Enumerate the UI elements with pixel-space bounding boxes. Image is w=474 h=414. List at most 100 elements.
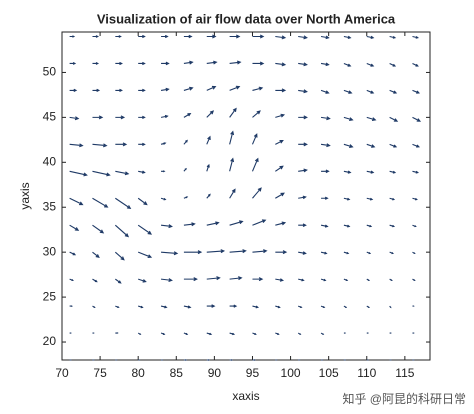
arrow bbox=[206, 135, 211, 145]
arrow bbox=[160, 114, 169, 119]
arrow bbox=[275, 221, 287, 226]
arrow bbox=[206, 359, 211, 361]
arrow bbox=[366, 224, 373, 228]
x-axis-label: xaxis bbox=[232, 389, 259, 403]
arrow bbox=[275, 332, 280, 335]
arrow bbox=[320, 89, 330, 94]
arrow bbox=[229, 249, 247, 254]
arrow bbox=[389, 197, 396, 201]
plot-frame bbox=[61, 31, 431, 361]
arrow bbox=[183, 139, 188, 145]
arrow bbox=[412, 197, 418, 201]
arrow bbox=[275, 35, 287, 40]
arrow bbox=[275, 278, 285, 282]
arrow bbox=[69, 251, 77, 256]
arrow bbox=[160, 305, 168, 309]
arrow bbox=[69, 116, 80, 121]
arrow bbox=[298, 142, 308, 147]
arrow bbox=[115, 332, 119, 334]
arrow bbox=[252, 61, 265, 66]
arrow bbox=[115, 142, 128, 147]
arrow bbox=[92, 115, 104, 120]
arrow bbox=[320, 278, 327, 282]
y-tick-label: 30 bbox=[43, 244, 57, 258]
x-tick-label: 90 bbox=[208, 366, 222, 380]
arrow bbox=[343, 143, 354, 148]
arrow bbox=[138, 88, 146, 93]
arrow bbox=[183, 86, 194, 91]
arrow bbox=[206, 332, 213, 336]
arrow bbox=[114, 251, 125, 261]
arrow bbox=[160, 87, 170, 92]
y-tick-label: 25 bbox=[43, 289, 57, 303]
arrow bbox=[69, 35, 76, 38]
arrow bbox=[366, 170, 375, 174]
arrow bbox=[275, 250, 288, 255]
y-tick-label: 35 bbox=[43, 199, 57, 213]
arrow bbox=[252, 34, 265, 39]
arrow bbox=[298, 251, 307, 255]
arrow bbox=[252, 249, 268, 254]
arrow bbox=[69, 197, 84, 206]
arrow bbox=[183, 112, 192, 118]
arrow bbox=[320, 116, 331, 121]
arrow bbox=[138, 115, 146, 119]
arrow bbox=[92, 62, 100, 65]
x-tick-label: 95 bbox=[246, 366, 260, 380]
y-axis-label: yaxis bbox=[18, 182, 32, 209]
arrow bbox=[161, 34, 169, 39]
arrow bbox=[366, 89, 375, 94]
arrow bbox=[366, 305, 370, 308]
arrow bbox=[252, 359, 256, 361]
arrow bbox=[183, 359, 188, 361]
arrow bbox=[115, 170, 130, 176]
arrow bbox=[137, 332, 142, 335]
arrow bbox=[229, 304, 238, 308]
arrow bbox=[320, 35, 330, 40]
arrow bbox=[412, 251, 416, 255]
arrow bbox=[138, 142, 146, 146]
arrow bbox=[343, 62, 352, 67]
arrow bbox=[206, 85, 217, 91]
arrow bbox=[137, 224, 153, 235]
arrow bbox=[275, 140, 284, 145]
arrow bbox=[92, 88, 101, 93]
arrow bbox=[115, 115, 126, 120]
arrow bbox=[297, 332, 302, 335]
arrow bbox=[252, 332, 257, 335]
arrow bbox=[412, 170, 420, 174]
arrow bbox=[343, 116, 354, 122]
arrow bbox=[206, 163, 210, 172]
arrow bbox=[229, 359, 233, 361]
arrow bbox=[114, 224, 130, 238]
arrow bbox=[320, 305, 326, 309]
arrow bbox=[366, 197, 374, 201]
y-tick-label: 40 bbox=[43, 154, 57, 168]
arrow bbox=[92, 170, 111, 177]
arrow bbox=[160, 332, 166, 335]
x-tick-label: 75 bbox=[93, 366, 107, 380]
arrow bbox=[275, 305, 281, 309]
arrow bbox=[161, 170, 166, 173]
arrow bbox=[229, 85, 241, 91]
y-tick-label: 50 bbox=[43, 65, 57, 79]
arrow bbox=[389, 89, 398, 94]
arrow bbox=[275, 165, 284, 172]
arrow bbox=[229, 107, 237, 118]
arrow bbox=[92, 35, 100, 38]
arrow bbox=[206, 304, 216, 308]
arrow bbox=[366, 278, 370, 282]
arrow bbox=[229, 157, 235, 172]
arrow bbox=[183, 167, 187, 172]
arrow bbox=[138, 278, 147, 283]
x-tick-label: 70 bbox=[55, 366, 69, 380]
arrow bbox=[137, 251, 153, 259]
arrow bbox=[69, 278, 74, 282]
arrow bbox=[115, 305, 120, 309]
arrow bbox=[92, 251, 100, 258]
arrow bbox=[412, 143, 421, 148]
arrow bbox=[343, 224, 351, 228]
arrow bbox=[115, 197, 132, 209]
arrow bbox=[343, 89, 353, 94]
